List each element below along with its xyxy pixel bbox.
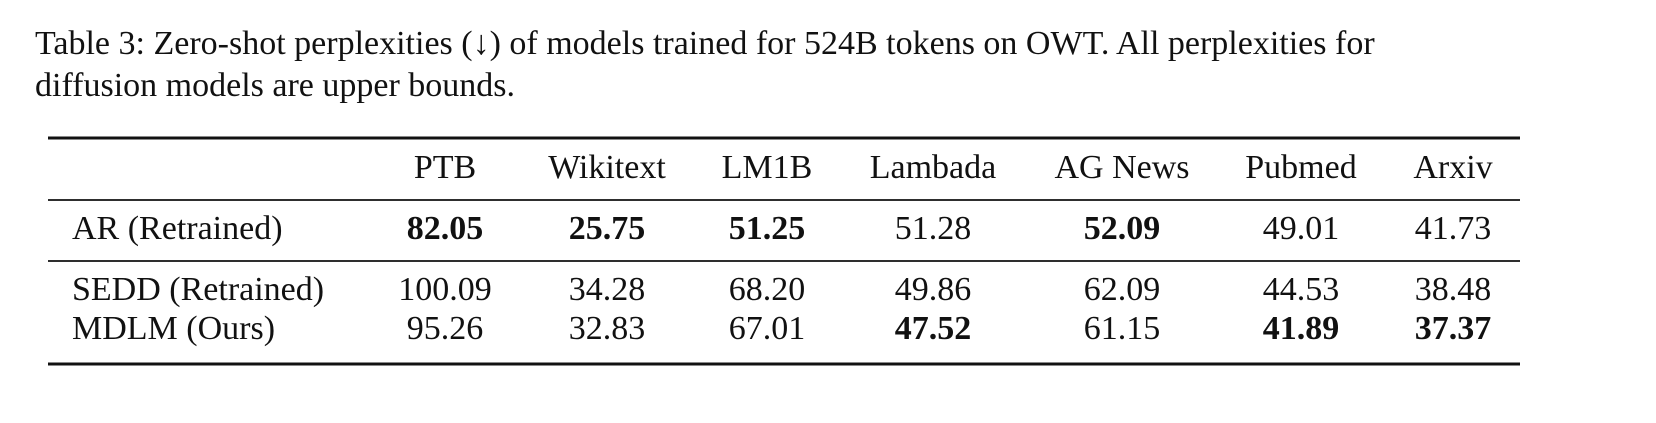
column-header: Lambada — [870, 149, 997, 186]
cell: 47.52 — [895, 310, 972, 347]
caption-line: Table 3: Zero-shot perplexities (↓) of m… — [35, 25, 1375, 62]
row-label: AR (Retrained) — [72, 210, 283, 247]
column-header: Arxiv — [1413, 149, 1492, 186]
cell: 62.09 — [1084, 271, 1161, 308]
cell: 41.89 — [1263, 310, 1340, 347]
column-header: PTB — [414, 149, 476, 186]
cell: 49.86 — [895, 271, 972, 308]
column-header: AG News — [1054, 149, 1189, 186]
cell: 100.09 — [398, 271, 492, 308]
cell: 34.28 — [569, 271, 646, 308]
cell: 52.09 — [1084, 210, 1161, 247]
cell: 51.25 — [729, 210, 806, 247]
cell: 25.75 — [569, 210, 646, 247]
row-label: SEDD (Retrained) — [72, 271, 324, 308]
column-header: LM1B — [722, 149, 813, 186]
cell: 67.01 — [729, 310, 806, 347]
caption-line: diffusion models are upper bounds. — [35, 67, 515, 104]
cell: 49.01 — [1263, 210, 1340, 247]
column-header: Pubmed — [1245, 149, 1356, 186]
cell: 61.15 — [1084, 310, 1161, 347]
cell: 51.28 — [895, 210, 972, 247]
cell: 32.83 — [569, 310, 646, 347]
row-label: MDLM (Ours) — [72, 310, 275, 347]
column-header: Wikitext — [548, 149, 666, 186]
cell: 41.73 — [1415, 210, 1492, 247]
cell: 44.53 — [1263, 271, 1340, 308]
cell: 95.26 — [407, 310, 484, 347]
cell: 37.37 — [1415, 310, 1492, 347]
cell: 68.20 — [729, 271, 806, 308]
cell: 82.05 — [407, 210, 484, 247]
cell: 38.48 — [1415, 271, 1492, 308]
